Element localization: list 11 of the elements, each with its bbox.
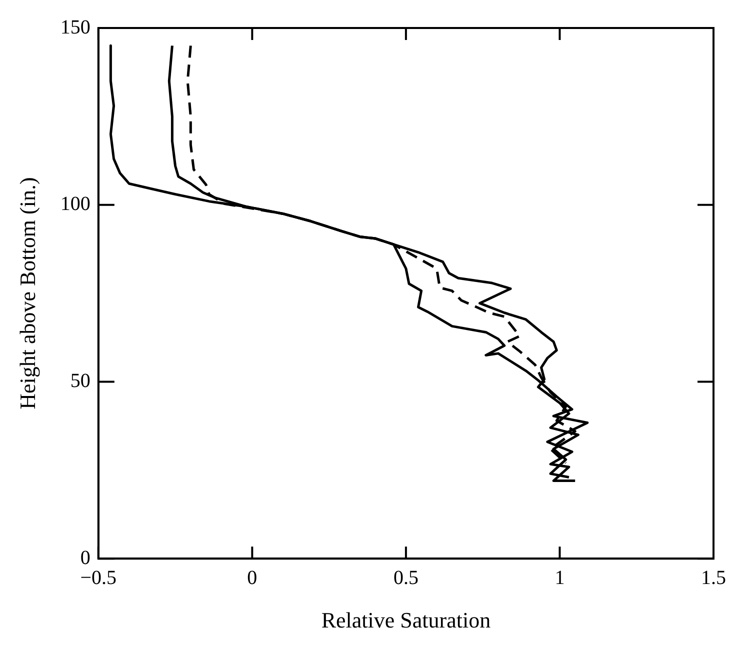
x-tick-label: −0.5 [80, 566, 117, 589]
y-tick-label: 50 [70, 370, 90, 392]
x-axis-title: Relative Saturation [321, 608, 491, 633]
y-tick-label: 150 [60, 16, 90, 38]
x-tick-label: 0.5 [393, 566, 418, 589]
y-tick-label: 100 [60, 193, 90, 216]
y-tick-label: 0 [80, 546, 90, 569]
x-tick-label: 1 [554, 566, 565, 589]
x-tick-label: 1.5 [701, 566, 726, 589]
y-axis-title: Height above Bottom (in.) [14, 177, 40, 410]
x-tick-label: 0 [247, 566, 258, 589]
